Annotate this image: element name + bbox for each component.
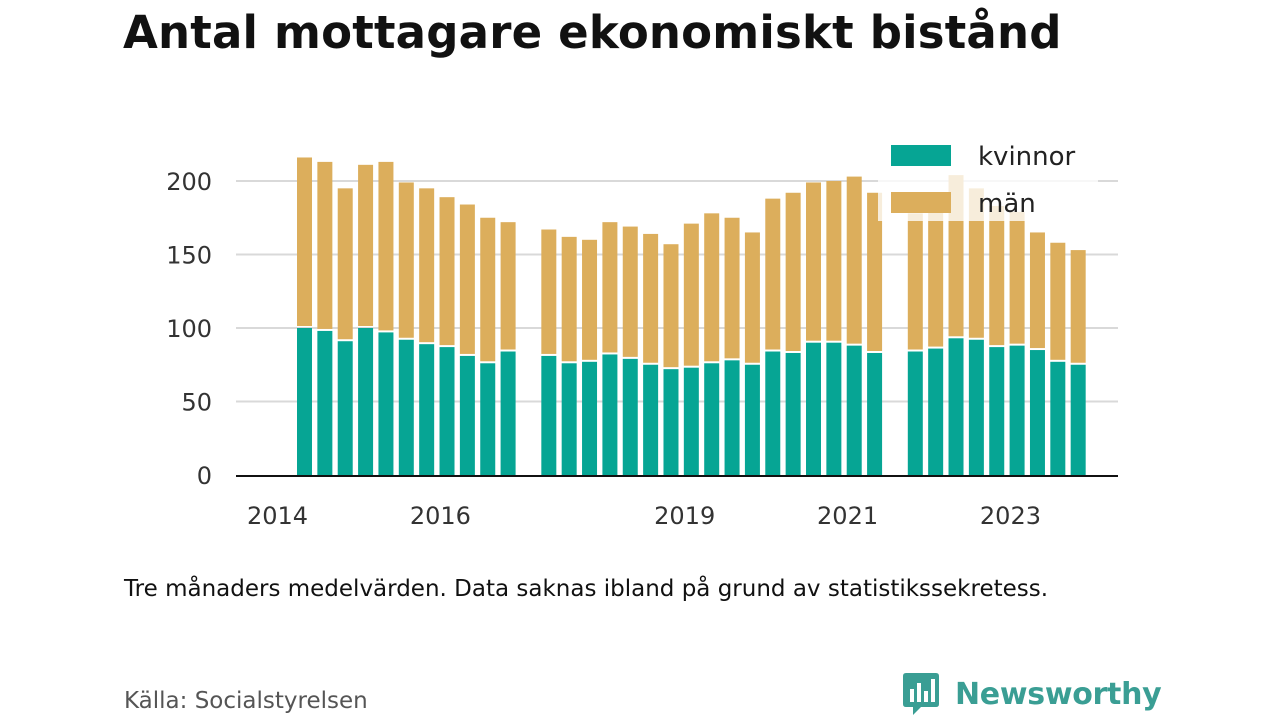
x-tick-label: 2016 (410, 502, 471, 530)
y-tick-label: 100 (166, 315, 212, 343)
chart-note: Tre månaders medelvärden. Data saknas ib… (124, 576, 1049, 602)
bar-kvinnor (806, 342, 821, 475)
x-tick-label: 2021 (817, 502, 878, 530)
brand-name: Newsworthy (955, 676, 1162, 712)
bar-man (439, 197, 455, 346)
bar-kvinnor (663, 369, 679, 475)
bar-kvinnor (724, 360, 740, 475)
bar-man (582, 239, 598, 360)
source-label: Källa: Socialstyrelsen (124, 688, 368, 714)
bar-man (1029, 232, 1045, 349)
bar-man (928, 210, 944, 347)
bar-kvinnor (826, 342, 842, 475)
bar-man (765, 198, 781, 350)
bar-man (1070, 250, 1086, 363)
bar-man (561, 236, 577, 362)
bar-man (846, 176, 862, 344)
bar-kvinnor (317, 330, 333, 475)
bar-kvinnor (846, 345, 862, 475)
bar-man (785, 192, 801, 351)
bar-man (968, 188, 984, 338)
bar-kvinnor (541, 355, 557, 475)
bar-man (806, 182, 821, 341)
y-tick-label: 150 (166, 242, 212, 270)
bar-man (398, 182, 414, 338)
bar-kvinnor (1009, 345, 1025, 475)
bar-kvinnor (297, 328, 312, 475)
bar-man (480, 217, 496, 362)
legend-label-kvinnor: kvinnor (978, 142, 1076, 172)
bar-kvinnor (439, 347, 455, 475)
bar-man (744, 232, 760, 363)
bar-kvinnor (1050, 361, 1066, 475)
bar-kvinnor (744, 364, 760, 475)
bar-kvinnor (1029, 350, 1045, 475)
bar-man (419, 188, 435, 343)
bar-kvinnor (968, 339, 984, 475)
legend-swatch-kvinnor (891, 145, 951, 166)
y-tick-label: 50 (181, 389, 212, 417)
bar-kvinnor (928, 348, 944, 475)
stacked-bar-chart: 0 50 100 150 200 2014 2016 2019 2021 2023 kvinnor m… (166, 142, 1118, 530)
bar-kvinnor (765, 351, 781, 475)
legend-label-man: män (978, 189, 1036, 219)
bar-kvinnor (398, 339, 414, 475)
bar-kvinnor (704, 363, 720, 475)
x-tick-label: 2023 (980, 502, 1041, 530)
bar-man (989, 205, 1005, 346)
legend-swatch-man (891, 192, 951, 213)
bar-man (867, 192, 883, 351)
bar-kvinnor (602, 354, 618, 475)
brand-logo[interactable]: Newsworthy (901, 670, 1162, 718)
bar-man (337, 188, 353, 340)
bar-kvinnor (1070, 364, 1086, 475)
bar-kvinnor (378, 332, 394, 475)
bar-man (459, 204, 475, 354)
bar-kvinnor (582, 361, 598, 475)
bar-kvinnor (948, 338, 964, 475)
bar-kvinnor (785, 352, 801, 475)
bar-man (317, 161, 333, 329)
bar-kvinnor (867, 352, 883, 475)
bar-kvinnor (419, 344, 435, 475)
bar-man (683, 223, 699, 366)
bar-man (663, 244, 679, 368)
bar-kvinnor (337, 341, 353, 475)
bar-kvinnor (358, 328, 374, 475)
newsworthy-chart-bubble-icon (903, 673, 939, 715)
bar-man (724, 217, 740, 359)
bar-man (378, 161, 394, 331)
bar-man (826, 181, 842, 341)
bar-man (1009, 211, 1025, 344)
x-tick-label: 2014 (247, 502, 308, 530)
bar-man (297, 157, 312, 326)
y-tick-label: 200 (166, 168, 212, 196)
bar-kvinnor (907, 351, 923, 475)
bar-man (358, 164, 374, 326)
bar-man (643, 233, 659, 363)
bar-kvinnor (622, 358, 638, 475)
bar-man (622, 226, 638, 357)
x-tick-label: 2019 (654, 502, 715, 530)
bar-man (602, 222, 618, 353)
bar-kvinnor (989, 347, 1005, 475)
chart-title: Antal mottagare ekonomiskt bistånd (123, 6, 1062, 59)
bar-man (500, 222, 516, 350)
bar-kvinnor (500, 351, 516, 475)
bar-man (907, 213, 923, 350)
bar-man (1050, 242, 1066, 360)
bar-kvinnor (561, 363, 577, 475)
bar-man (704, 213, 720, 362)
bar-kvinnor (643, 364, 659, 475)
bar-man (541, 229, 557, 354)
y-tick-label: 0 (197, 462, 212, 490)
bar-kvinnor (459, 355, 475, 475)
bar-kvinnor (683, 367, 699, 475)
bar-kvinnor (480, 363, 496, 475)
